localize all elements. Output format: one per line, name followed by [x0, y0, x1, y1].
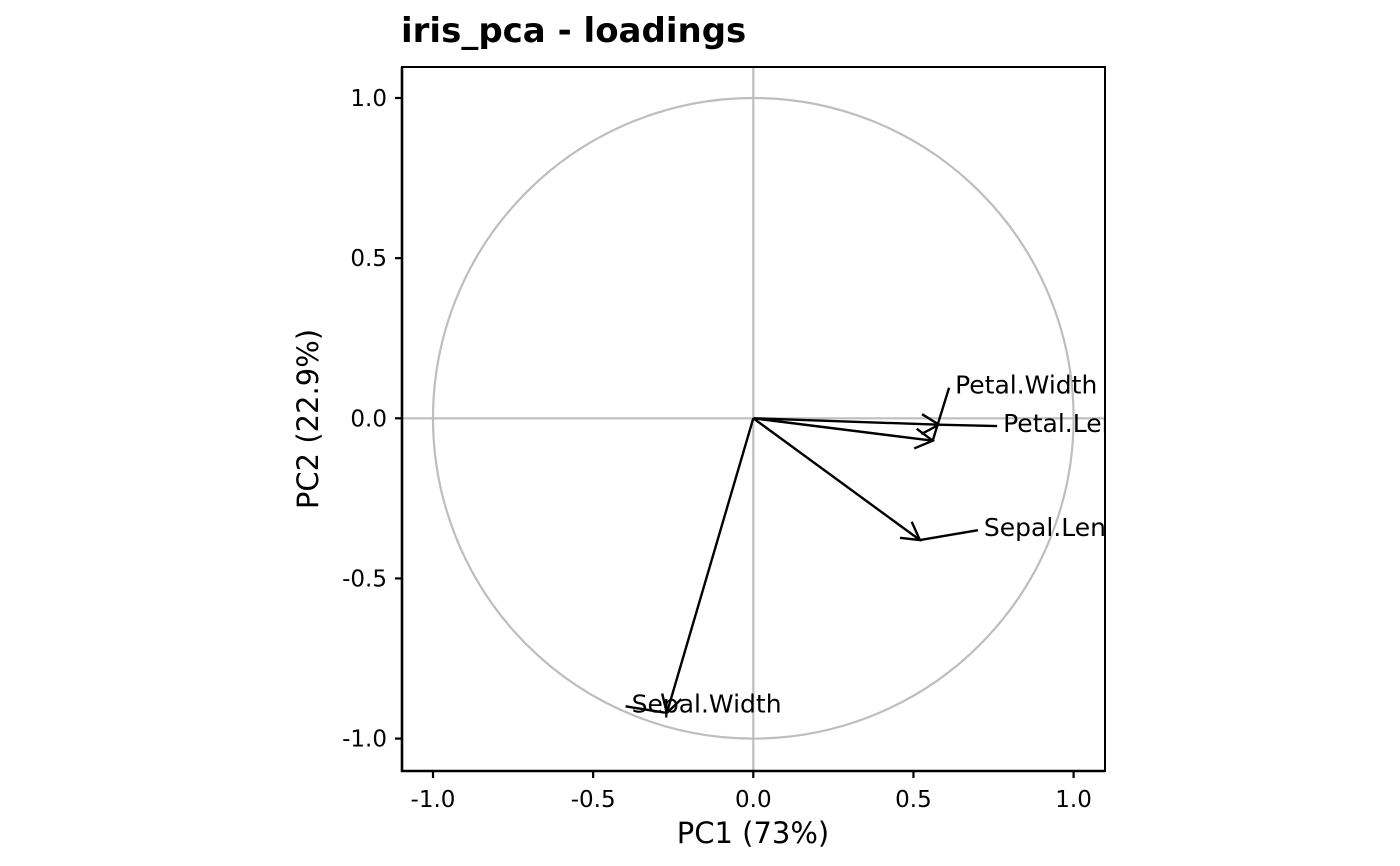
loading-sepal-width: Sepal.Width: [625, 417, 782, 718]
loading-sepal-length: Sepal.Length: [752, 417, 1148, 542]
loading-arrow-petal-width: [753, 417, 933, 442]
loading-petal-width: Petal.Width: [753, 371, 1097, 450]
x-tick-label: 0.0: [735, 787, 772, 813]
x-tick-label: -0.5: [571, 787, 616, 813]
x-axis-title: PC1 (73%): [677, 816, 830, 850]
loading-label: Sepal.Length: [984, 513, 1148, 542]
y-tick-label: -1.0: [342, 727, 387, 753]
axes: -1.0 -0.5 0.0 0.5 1.0 -1.0 -0.5 0.0 0.5 1.0: [342, 66, 1106, 813]
label-leader-line: [919, 529, 979, 542]
y-tick-label: 1.0: [350, 86, 387, 112]
y-tick-label: -0.5: [342, 566, 387, 592]
x-tick-label: 0.5: [895, 787, 932, 813]
label-leader-line: [931, 387, 951, 442]
unit-circle: [431, 96, 1075, 740]
x-tick-label: -1.0: [411, 787, 456, 813]
label-leader-line: [939, 423, 998, 428]
y-tick-label: 0.5: [350, 246, 387, 272]
loading-arrow-sepal-length: [752, 417, 921, 541]
loading-label: Petal.Width: [955, 371, 1097, 400]
x-tick-label: 1.0: [1055, 787, 1092, 813]
plot-area: Sepal.Length Sepal.Width Petal.Length Petal…: [402, 67, 1159, 771]
y-axis-title: PC2 (22.9%): [291, 329, 325, 509]
label-leader-line: [625, 705, 668, 715]
loading-arrow-sepal-width: [665, 417, 755, 714]
chart-title: iris_pca - loadings: [401, 11, 746, 51]
loading-label: Sepal.Width: [632, 689, 782, 718]
y-tick-label: 0.0: [350, 406, 387, 432]
loading-petal-length: Petal.Length: [753, 409, 1159, 438]
loading-label: Petal.Length: [1003, 409, 1159, 438]
loading-arrow-petal-length: [753, 417, 940, 426]
